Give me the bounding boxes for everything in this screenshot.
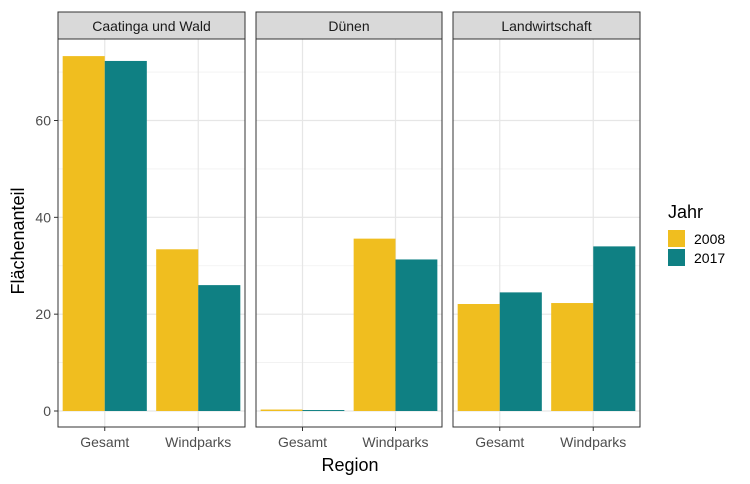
y-tick-label: 60	[35, 113, 51, 129]
legend-label: 2017	[694, 250, 725, 266]
facet-strip	[57, 11, 246, 40]
facet-panel: Dünen Gesamt Windparks	[255, 11, 443, 450]
panel-border	[452, 38, 641, 428]
legend: Jahr 2008 2017	[668, 202, 725, 266]
legend-label: 2008	[694, 231, 725, 247]
bar-2017	[499, 292, 542, 411]
x-tick-label: Gesamt	[80, 434, 129, 450]
legend-key-2008	[668, 230, 685, 247]
facet-strip-label: Landwirtschaft	[501, 18, 591, 34]
x-axis-label: Region	[321, 455, 378, 475]
panel-border	[57, 38, 246, 428]
bar-2008	[62, 56, 105, 411]
y-axis-label: Flächenanteil	[8, 187, 28, 294]
legend-title: Jahr	[668, 202, 703, 222]
bar-2017	[104, 60, 147, 411]
facet-strip	[452, 11, 641, 40]
facet-strip-label: Dünen	[328, 18, 369, 34]
x-tick-label: Windparks	[560, 434, 626, 450]
bar-2008	[457, 303, 500, 411]
facet-panels: Caatinga und Wald Gesamt Windparks Dünen Ges…	[57, 11, 641, 450]
facet-strip-label: Caatinga und Wald	[92, 18, 211, 34]
bar-2008	[353, 238, 396, 411]
legend-key-2017	[668, 249, 685, 266]
y-tick-label: 40	[35, 209, 51, 225]
y-axis: 0 20 40 60	[35, 113, 58, 419]
x-tick-label: Gesamt	[475, 434, 524, 450]
bar-2008	[156, 249, 199, 411]
bar-2008	[260, 409, 303, 411]
x-tick-label: Gesamt	[278, 434, 327, 450]
y-tick-label: 20	[35, 306, 51, 322]
bar-2008	[551, 303, 594, 411]
y-tick-label: 0	[43, 403, 51, 419]
facet-panel: Landwirtschaft Gesamt Windparks	[452, 11, 641, 450]
bar-2017	[593, 246, 636, 411]
facet-panel: Caatinga und Wald Gesamt Windparks	[57, 11, 246, 450]
x-tick-label: Windparks	[165, 434, 231, 450]
bar-2017	[198, 285, 241, 411]
bar-2017	[302, 410, 345, 411]
panel-border	[255, 38, 443, 428]
bar-2017	[395, 259, 438, 411]
x-tick-label: Windparks	[362, 434, 428, 450]
